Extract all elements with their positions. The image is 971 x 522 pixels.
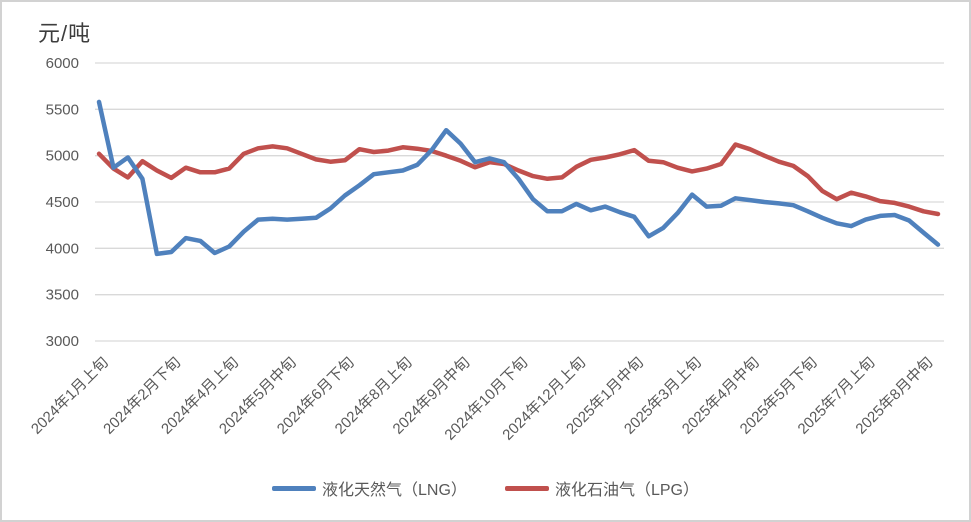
svg-text:3500: 3500 bbox=[46, 287, 79, 304]
svg-text:5500: 5500 bbox=[46, 101, 79, 118]
data-series-group bbox=[96, 99, 941, 257]
svg-text:5000: 5000 bbox=[46, 148, 79, 165]
legend-item-lng: 液化天然气（LNG） bbox=[272, 476, 467, 500]
lng-legend-label: 液化天然气（LNG） bbox=[322, 482, 467, 499]
lpg-legend-label: 液化石油气（LPG） bbox=[554, 482, 699, 499]
legend-item-lpg: 液化石油气（LPG） bbox=[504, 476, 699, 500]
y-axis-unit-title: 元/吨 bbox=[38, 21, 92, 46]
gridlines-group bbox=[95, 62, 944, 342]
legend: 液化天然气（LNG） 液化石油气（LPG） bbox=[2, 476, 969, 500]
x-axis-tick-labels: 2024年1月上旬2024年2月下旬2024年4月上旬2024年5月中旬2024… bbox=[28, 354, 936, 444]
svg-text:4000: 4000 bbox=[46, 240, 79, 257]
svg-text:6000: 6000 bbox=[46, 55, 79, 72]
svg-text:4500: 4500 bbox=[46, 194, 79, 211]
svg-text:3000: 3000 bbox=[46, 333, 79, 350]
lng-line-swatch bbox=[272, 485, 317, 491]
lpg-line-swatch bbox=[504, 485, 549, 491]
svg-text:2024年1月上旬: 2024年1月上旬 bbox=[28, 354, 112, 438]
y-axis-tick-labels: 6000 5500 5000 4500 4000 3500 3000 bbox=[46, 55, 79, 350]
